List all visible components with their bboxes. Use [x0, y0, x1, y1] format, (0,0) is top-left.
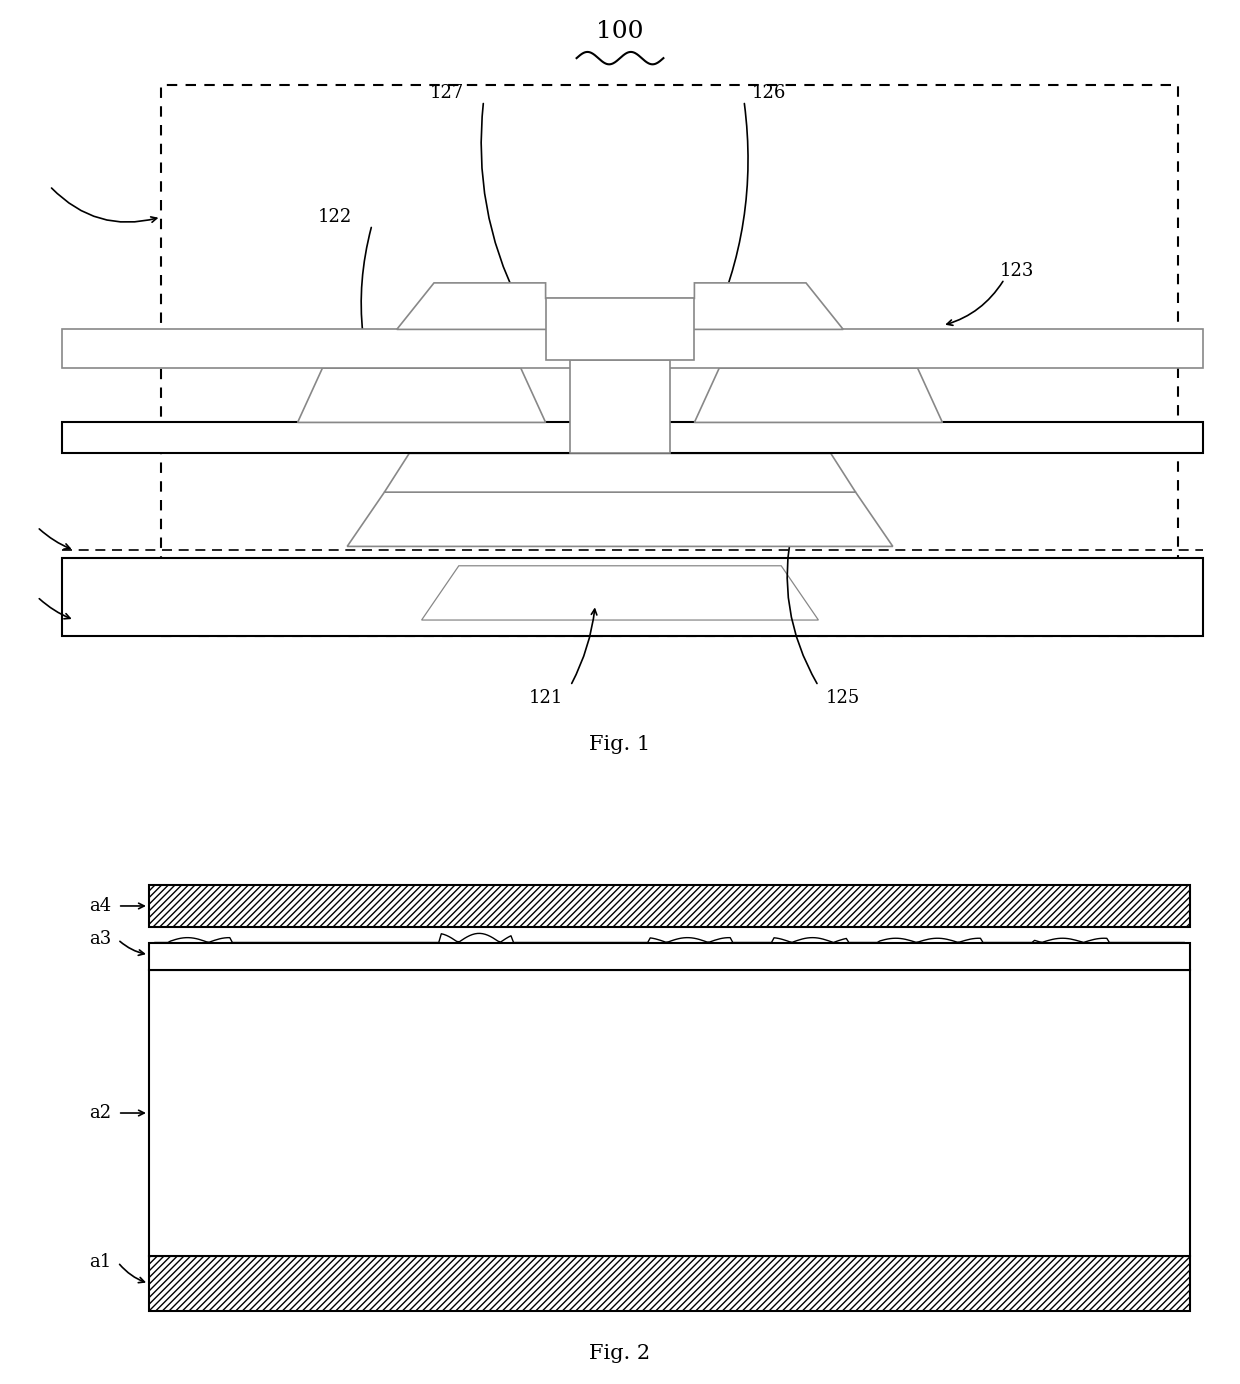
Text: 125: 125 — [826, 688, 861, 707]
Bar — [149, 1257, 1190, 1311]
Bar — [62, 422, 1203, 454]
Polygon shape — [397, 282, 843, 329]
Bar — [149, 884, 1190, 927]
Text: a4: a4 — [89, 897, 112, 915]
Text: Fig. 1: Fig. 1 — [589, 735, 651, 753]
Polygon shape — [570, 360, 670, 454]
Bar — [161, 86, 1178, 635]
Polygon shape — [694, 368, 942, 422]
Polygon shape — [384, 454, 856, 493]
Text: 121: 121 — [528, 688, 563, 707]
Polygon shape — [298, 368, 546, 422]
Polygon shape — [422, 566, 818, 620]
Text: 122: 122 — [317, 208, 352, 226]
Bar — [149, 970, 1190, 1257]
Polygon shape — [62, 329, 1203, 368]
Text: a1: a1 — [89, 1253, 112, 1272]
Bar — [62, 558, 1203, 635]
Text: 126: 126 — [751, 84, 786, 102]
Polygon shape — [347, 493, 893, 547]
Text: Fig. 2: Fig. 2 — [589, 1344, 651, 1363]
Text: 127: 127 — [429, 84, 464, 102]
Text: 123: 123 — [999, 262, 1034, 281]
Text: 100: 100 — [596, 19, 644, 43]
Bar — [149, 943, 1190, 970]
Polygon shape — [546, 299, 694, 360]
Text: a3: a3 — [89, 930, 112, 948]
Text: a2: a2 — [89, 1104, 112, 1122]
